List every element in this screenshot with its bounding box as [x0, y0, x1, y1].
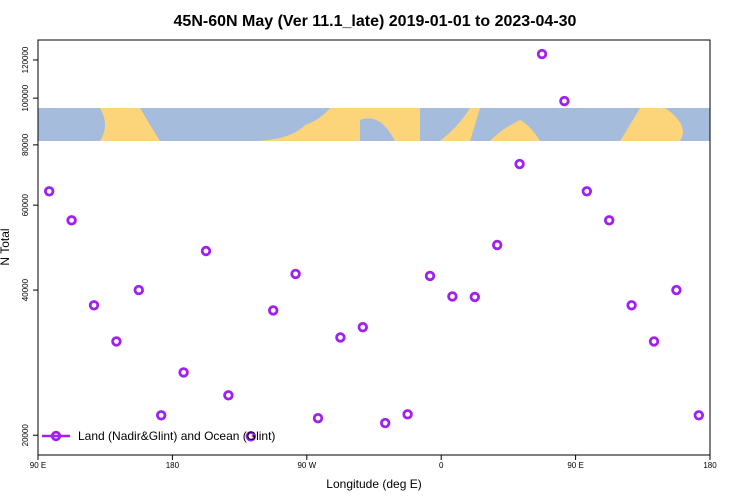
- map-band: [38, 108, 710, 141]
- point: [44, 186, 55, 197]
- map-ocean: [470, 108, 640, 141]
- point: [335, 332, 346, 343]
- chart-title: 45N-60N May (Ver 11.1_late) 2019-01-01 t…: [174, 13, 577, 30]
- point: [357, 322, 368, 333]
- point: [88, 300, 100, 311]
- map-ocean: [360, 118, 395, 141]
- legend-label: Land (Nadir&Glint) and Ocean (Glint): [78, 429, 275, 443]
- point: [111, 336, 122, 347]
- point: [604, 215, 615, 226]
- point: [424, 270, 436, 282]
- legend-marker: [50, 430, 62, 442]
- y-tick-label: 60000: [21, 193, 30, 216]
- point: [380, 417, 391, 429]
- x-tick-label: 0: [439, 461, 444, 470]
- point: [66, 215, 77, 226]
- plot-frame: [37, 39, 711, 456]
- map-ocean: [140, 108, 330, 141]
- y-tick-label: 80000: [21, 133, 30, 156]
- x-tick-label: 90 E: [567, 461, 583, 470]
- point: [559, 95, 570, 107]
- x-tick-label: 90 E: [30, 461, 46, 470]
- point: [402, 409, 413, 420]
- y-tick-label: 100000: [21, 84, 30, 111]
- point: [312, 412, 324, 424]
- map-ocean: [665, 108, 710, 141]
- point: [693, 410, 704, 421]
- point: [514, 158, 525, 170]
- point: [178, 367, 189, 378]
- x-axis-label: Longitude (deg E): [326, 477, 421, 491]
- point: [200, 245, 212, 257]
- map-ocean: [420, 108, 470, 141]
- y-tick-label: 120000: [21, 46, 30, 73]
- point: [492, 239, 503, 251]
- point: [155, 410, 167, 421]
- point: [447, 291, 458, 302]
- point: [626, 300, 637, 311]
- y-tick-label: 20000: [21, 424, 30, 447]
- point: [469, 291, 480, 303]
- point: [268, 305, 279, 316]
- point: [581, 186, 592, 197]
- x-tick-label: 90 W: [297, 461, 316, 470]
- point: [245, 431, 256, 442]
- point: [290, 268, 301, 280]
- point: [223, 390, 234, 401]
- map-ocean: [38, 108, 105, 141]
- x-tick-label: 180: [166, 461, 180, 470]
- point: [536, 48, 548, 60]
- point: [671, 284, 682, 296]
- y-axis-label: N Total: [0, 228, 12, 265]
- point: [648, 336, 660, 347]
- x-tick-label: 180: [703, 461, 717, 470]
- point: [133, 284, 144, 296]
- y-tick-label: 40000: [21, 278, 30, 301]
